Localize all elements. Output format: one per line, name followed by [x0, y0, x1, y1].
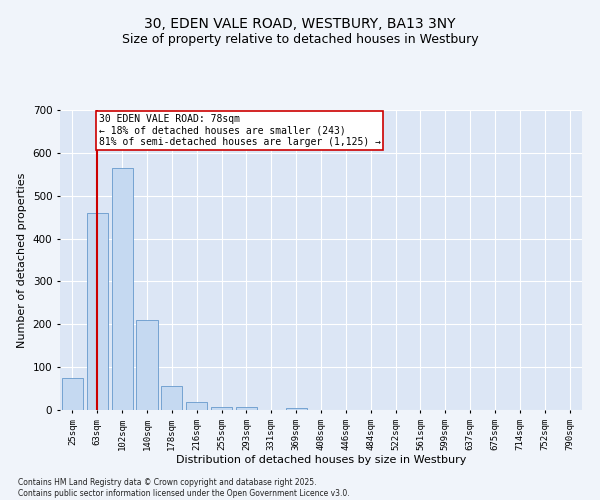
Bar [62, 378, 83, 410]
Bar [87, 213, 108, 410]
Bar [112, 168, 133, 410]
Y-axis label: Number of detached properties: Number of detached properties [17, 172, 27, 348]
Bar [186, 402, 207, 410]
Text: 30 EDEN VALE ROAD: 78sqm
← 18% of detached houses are smaller (243)
81% of semi-: 30 EDEN VALE ROAD: 78sqm ← 18% of detach… [98, 114, 380, 148]
Text: Size of property relative to detached houses in Westbury: Size of property relative to detached ho… [122, 32, 478, 46]
Text: 30, EDEN VALE ROAD, WESTBURY, BA13 3NY: 30, EDEN VALE ROAD, WESTBURY, BA13 3NY [144, 18, 456, 32]
X-axis label: Distribution of detached houses by size in Westbury: Distribution of detached houses by size … [176, 456, 466, 466]
Bar [136, 320, 158, 410]
Bar [236, 406, 257, 410]
Bar [211, 406, 232, 410]
Bar [161, 386, 182, 410]
Bar [286, 408, 307, 410]
Text: Contains HM Land Registry data © Crown copyright and database right 2025.
Contai: Contains HM Land Registry data © Crown c… [18, 478, 350, 498]
